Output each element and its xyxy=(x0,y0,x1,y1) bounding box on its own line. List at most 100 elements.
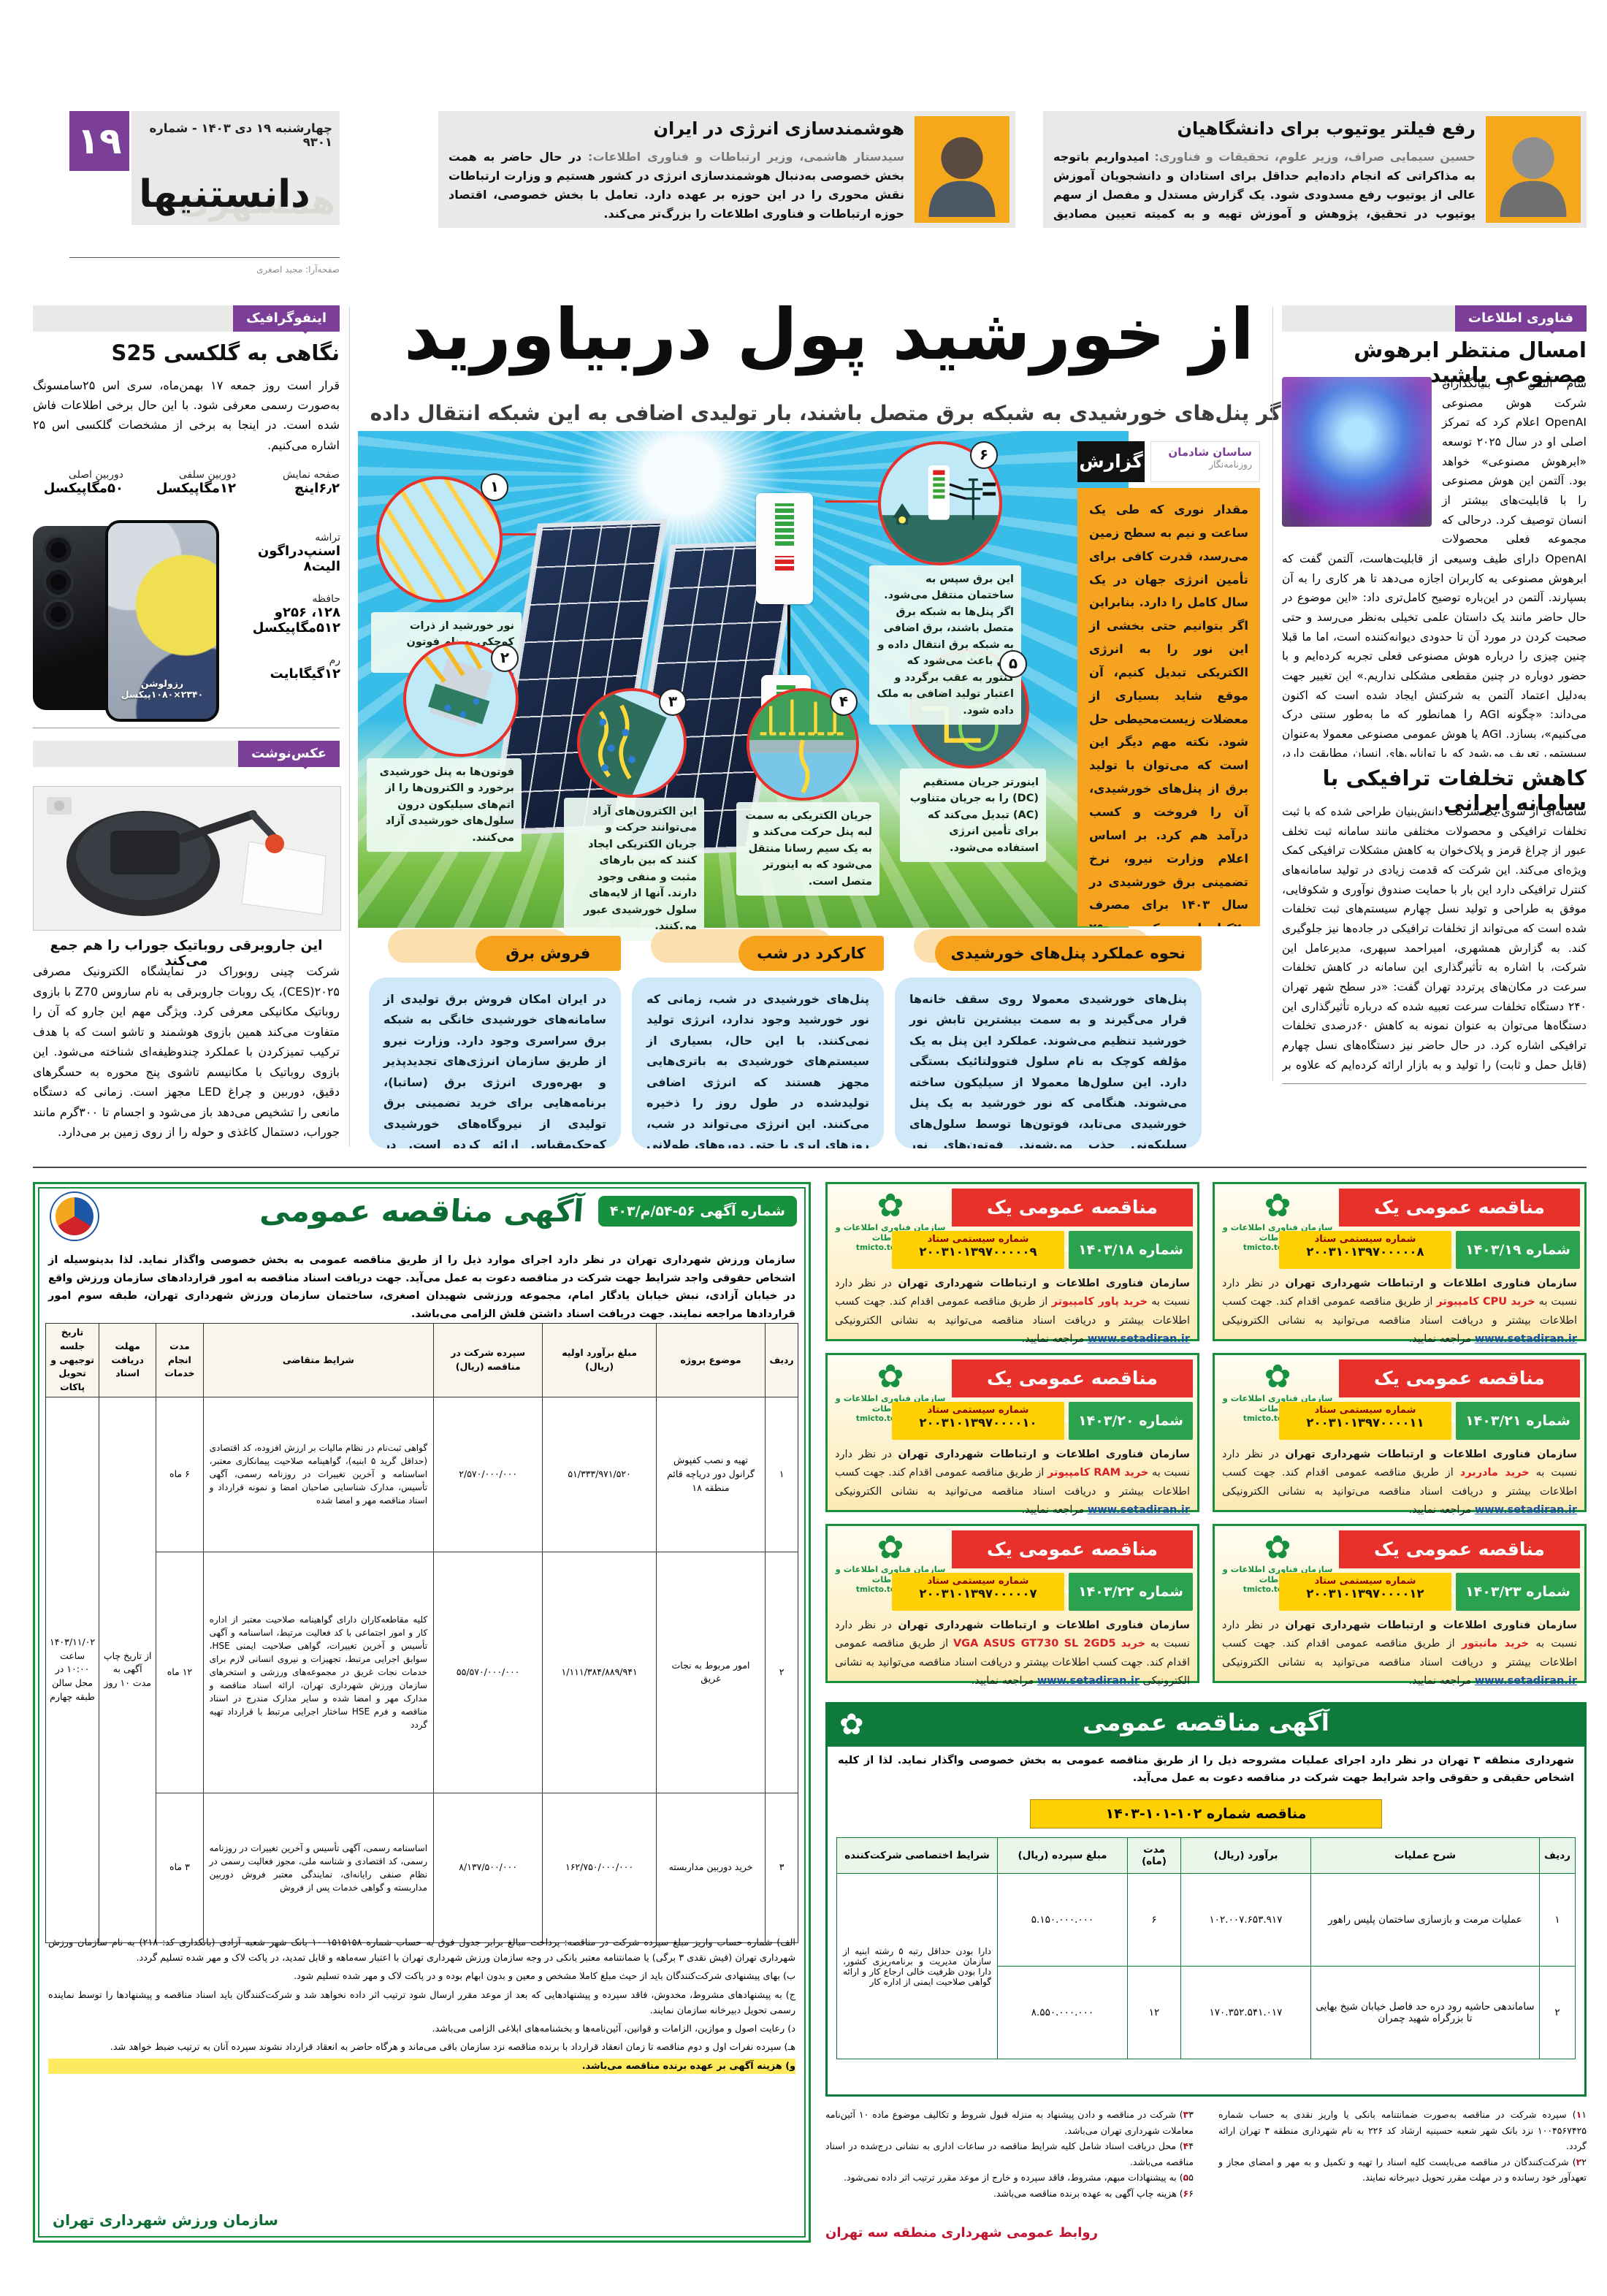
author-name: ساسان شادمان xyxy=(1168,446,1252,459)
box-title: نحوه عملکرد پنل‌های خورشیدی xyxy=(934,936,1202,971)
phone-resolution-label: رزولوشن ۲۳۴۰×۱۰۸۰پیکسل xyxy=(121,678,204,700)
setad-number: شماره سیستمی ستاد ۲۰۰۳۱۰۱۳۹۷۰۰۰۰۰۹ xyxy=(892,1231,1064,1269)
setad-number: شماره سیستمی ستاد ۲۰۰۳۱۰۱۳۹۷۰۰۰۰۱۱ xyxy=(1279,1402,1451,1440)
tender-box-1403-23: مناقصه عمومی یک مرحله‌ای ✿ سازمان فناوری … xyxy=(1213,1524,1587,1687)
tehran-municipality-icon: ✿ xyxy=(877,1187,904,1224)
step2-number: ۲ xyxy=(491,644,519,672)
spec-chip: تراشه اسنپ‌دراگون الیت۸ xyxy=(257,532,340,574)
sports-ad-title: آگهی مناقصه عمومی xyxy=(259,1193,585,1229)
author-role: روزنامه‌نگار xyxy=(1208,459,1252,470)
tender-body: سازمان فناوری اطلاعات و ارتباطات شهرداری… xyxy=(1222,1278,1578,1346)
sports-org-tender-ad: شماره آگهی ۵۶-۵۴/م/۴۰۳ آگهی مناقصه عمومی… xyxy=(33,1182,811,2243)
tender-box-1403-18: مناقصه عمومی یک مرحله‌ای ✿ سازمان فناوری … xyxy=(825,1182,1199,1345)
step6-number: ۶ xyxy=(970,441,998,469)
tender-box-1403-20: مناقصه عمومی یک مرحله‌ای ✿سازمان فناوری … xyxy=(825,1353,1199,1516)
tag-infographic: اینفوگرافیک xyxy=(233,305,340,334)
spec-display: صفحه نمایش ۶٫۲اینچ xyxy=(283,469,340,496)
photo-note-section: عکس‌نوشت xyxy=(33,741,340,769)
step3-number: ۳ xyxy=(659,688,687,716)
header-rule xyxy=(69,257,340,258)
district3-intro: شهرداری منطقه ۳ تهران در نظر دارد اجرای … xyxy=(838,1755,1574,1784)
news-speaker: سیدستار هاشمی، وزیر ارتباطات و فناوری اط… xyxy=(581,150,904,164)
box-night-operation: کارکرد در شب پنل‌های خورشیدی در شب، زمان… xyxy=(632,929,884,1148)
phone-specs-column: تراشه اسنپ‌دراگون الیت۸ حافظه ۱۲۸، ۲۵۶و ۵۱… xyxy=(232,532,340,701)
it-section: فناوری اطلاعات xyxy=(1282,305,1587,334)
article2-body: سامانه‌ای از سوی یک شرکت دانش‌بنیان طراح… xyxy=(1282,805,1587,1072)
ai-hologram-image xyxy=(1282,377,1432,527)
tehran-municipality-icon: ✿ xyxy=(839,1708,864,1742)
tender-ribbon: مناقصه عمومی یک مرحله‌ای xyxy=(952,1530,1193,1598)
photo-note-body: شرکت چینی روبوراک در نمایشگاه الکترونیک … xyxy=(33,964,340,1140)
setad-number: شماره سیستمی ستاد ۲۰۰۳۱۰۱۳۹۷۰۰۰۰۰۸ xyxy=(1279,1231,1451,1269)
step2-caption: فوتون‌ها به پنل خورشیدی برخورد و الکترون… xyxy=(367,758,522,853)
sports-ad-table: ردیف موضوع پروژه مبلغ برآورد اولیه (ریال… xyxy=(45,1323,798,1943)
news-quote: در حال حاضر به همت بخش خصوصی به‌دنبال هو… xyxy=(448,150,904,221)
news-title: هوشمندسازی انرژی در ایران xyxy=(653,118,904,139)
tender-body: سازمان فناوری اطلاعات و ارتباطات شهرداری… xyxy=(835,1620,1190,1687)
robot-vacuum-photo xyxy=(33,786,341,931)
wire xyxy=(787,605,790,675)
robot-vacuum-illustration xyxy=(34,787,340,930)
setadiran-link: www.setadiran.ir xyxy=(1037,1675,1140,1687)
step6-caption: این برق سپس به ساختمان منتقل می‌شود. اگر… xyxy=(869,565,1021,725)
photo-note-caption: این جاروبرقی روباتیک جوراب را هم جمع می‌… xyxy=(50,938,323,969)
person-silhouette-icon xyxy=(1500,137,1567,217)
box-body: پنل‌های خورشیدی معمولا روی سقف خانه‌ها ق… xyxy=(895,977,1202,1148)
lead-headline: از خورشید پول دربیاورید xyxy=(404,294,1256,375)
step5-caption: اینورتر جریان مستقیم (DC) را به جریان مت… xyxy=(900,768,1046,863)
minister-photo xyxy=(915,116,1009,223)
top-news-youtube: رفع فیلتر یوتیوب برای دانشگاهیان حسین سی… xyxy=(1043,111,1587,228)
district3-tender-number: مناقصه شماره ۱۰۲-۱۰۱-۱۴۰۳ xyxy=(1030,1799,1382,1828)
step4-number: ۴ xyxy=(830,688,858,716)
tender-box-1403-21: مناقصه عمومی یک مرحله‌ای ✿ سازمان فناوری … xyxy=(1213,1353,1587,1516)
sports-org-logo xyxy=(51,1193,98,1240)
setad-number: شماره سیستمی ستاد ۲۰۰۳۱۰۱۳۹۷۰۰۰۰۰۷ xyxy=(892,1573,1064,1611)
brand-watermark: همشهری xyxy=(178,182,335,222)
report-tag: گزارش xyxy=(1077,441,1145,482)
setadiran-link: www.setadiran.ir xyxy=(1474,1675,1577,1687)
article1-body: سام آلتمن از بنیانگذاران شرکت هوش مصنوعی… xyxy=(1282,374,1587,757)
news-speaker: حسین سیمایی صراف، وزیر علوم، تحقیقات و ف… xyxy=(1149,150,1476,164)
table-row: ۱ عملیات مرمت و بازسازی ساختمان پلیس راه… xyxy=(836,1873,1576,2059)
table-row: ۲ امور مربوط به نجات غریق ۱/۱۱۱/۳۸۴/۸۸۹/… xyxy=(46,1551,798,1793)
step4-circle xyxy=(747,688,859,801)
tender-number: شماره ۱۴۰۳/۲۳ xyxy=(1456,1573,1580,1611)
tender-number: شماره ۱۴۰۳/۱۸ xyxy=(1069,1231,1193,1269)
box-body: پنل‌های خورشیدی در شب، زمانی که نور خورش… xyxy=(632,977,884,1148)
electric-meter xyxy=(756,493,813,604)
tender-number: شماره ۱۴۰۳/۲۲ xyxy=(1069,1573,1193,1611)
tender-body: سازمان فناوری اطلاعات و ارتباطات شهرداری… xyxy=(1222,1620,1577,1687)
minister-photo xyxy=(1486,116,1581,223)
setad-number: شماره سیستمی ستاد ۲۰۰۳۱۰۱۳۹۷۰۰۰۰۱۲ xyxy=(1279,1573,1451,1611)
current-to-edge-icon xyxy=(749,691,856,798)
tag-photo-note: عکس‌نوشت xyxy=(237,741,340,769)
tender-ribbon: مناقصه عمومی یک مرحله‌ای xyxy=(1339,1530,1580,1598)
district3-tender-ad: ✿ آگهی مناقصه عمومی شهرداری منطقه ۳ تهرا… xyxy=(825,1702,1587,2097)
divider xyxy=(1282,1083,1587,1084)
ads-section-rule xyxy=(33,1167,1587,1168)
tag-information-technology: فناوری اطلاعات xyxy=(1454,305,1587,334)
report-body: مقدار نوری که طی یک ساعت و نیم به سطح زم… xyxy=(1077,488,1260,926)
sports-ad-notes: الف) شماره حساب واریز مبلغ سپرده شرکت در… xyxy=(48,1935,795,2077)
tender-box-1403-19: مناقصه عمومی یک مرحله‌ای ✿سازمان فناوری … xyxy=(1213,1182,1587,1345)
lead-subhead: اگر پنل‌های خورشیدی به شبکه برق متصل باش… xyxy=(370,401,1289,449)
table-row: ۳ خرید دوربین مداربسته ۱۶۲/۷۵۰/۰۰۰/۰۰۰ ۸… xyxy=(46,1792,798,1943)
phone-front: رزولوشن ۲۳۴۰×۱۰۸۰پیکسل xyxy=(105,520,219,722)
setadiran-link: www.setadiran.ir xyxy=(1087,1504,1190,1517)
tehran-municipality-icon: ✿ xyxy=(1264,1529,1291,1566)
sports-ad-footer: سازمان ورزش شهرداری تهران xyxy=(53,2211,278,2229)
tmicto-logo: ✿ سازمان فناوری اطلاعات و ارتباطات tmicto.… xyxy=(833,1532,947,1594)
box-how-panels-work: نحوه عملکرد پنل‌های خورشیدی پنل‌های خورش… xyxy=(895,929,1202,1148)
tender-body: سازمان فناوری اطلاعات و ارتباطات شهرداری… xyxy=(1222,1449,1577,1517)
sidebar-headline: نگاهی به گلکسی S25 xyxy=(111,340,340,365)
tehran-municipality-icon: ✿ xyxy=(1264,1358,1291,1395)
box-title: فروش برق xyxy=(475,936,621,971)
page-credit: صفحه‌آرا: مجید اصغری xyxy=(256,264,340,275)
photon-hit-icon xyxy=(421,644,494,728)
article2-headline: کاهش تخلفات ترافیکی با سامانه ایرانی xyxy=(1322,766,1587,815)
camera-lens-icon xyxy=(46,570,71,595)
galaxy-s25-image: رزولوشن ۲۳۴۰×۱۰۸۰پیکسل xyxy=(33,520,219,722)
tehran-municipality-icon: ✿ xyxy=(877,1358,904,1395)
district3-footer: روابط عمومی شهرداری منطقه سه تهران xyxy=(825,2225,1099,2240)
